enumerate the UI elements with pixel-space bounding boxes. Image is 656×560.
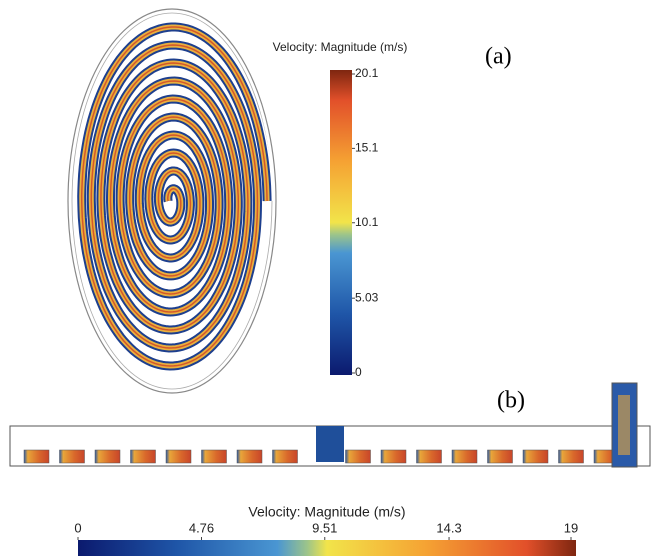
channel-section (131, 450, 156, 463)
channel-section (381, 450, 406, 463)
tick-label: 19 (564, 520, 578, 535)
panel-label: (a) (485, 44, 512, 70)
panel-b-domain (10, 383, 650, 467)
channel-section (273, 450, 298, 463)
channel-section (24, 450, 49, 463)
tick-label: 0 (355, 365, 362, 379)
channel-section (523, 450, 548, 463)
panel-label: (b) (497, 388, 525, 414)
tick-label: 9.51 (312, 520, 337, 535)
channel-section (166, 450, 191, 463)
colorbar-a (330, 70, 352, 375)
channel-section (559, 450, 584, 463)
colorbar-title: Velocity: Magnitude (m/s) (248, 504, 405, 520)
figure: Velocity: Magnitude (m/s) (a) (b) Veloci… (0, 0, 656, 560)
tick-label: 5.03 (355, 290, 379, 304)
tick-label: 10.1 (355, 215, 379, 229)
channel-section (346, 450, 371, 463)
channel-section (95, 450, 120, 463)
channel-section (60, 450, 85, 463)
channel-section (237, 450, 262, 463)
channel-section (417, 450, 442, 463)
tick-label: 15.1 (355, 141, 379, 155)
colorbar-title: Velocity: Magnitude (m/s) (273, 40, 408, 54)
tick-label: 20.1 (355, 66, 379, 80)
channel-section (452, 450, 477, 463)
spiral-domain (68, 9, 276, 393)
tick-label: 14.3 (436, 520, 461, 535)
tick-label: 4.76 (189, 520, 214, 535)
tick-label: 0 (74, 520, 81, 535)
channel-section (202, 450, 227, 463)
channel-section (488, 450, 513, 463)
colorbar-b (78, 540, 576, 556)
